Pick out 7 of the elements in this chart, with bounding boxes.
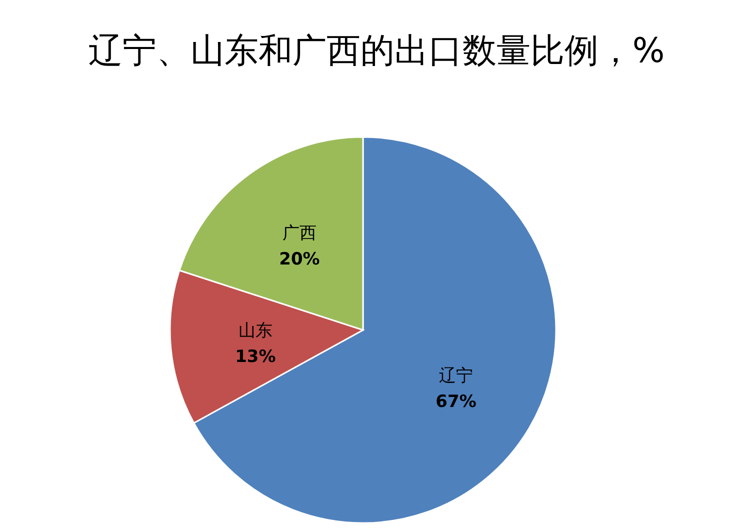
data-label: 13%: [235, 347, 276, 368]
data-label: 67%: [436, 392, 476, 412]
data-label: 20%: [279, 250, 320, 270]
slice-label: 辽宁: [439, 366, 474, 386]
slice-label: 广西: [282, 224, 316, 244]
chart-title: 辽宁、山东和广西的出口数量比例，%: [88, 31, 665, 71]
slice-label: 山东: [238, 321, 272, 342]
